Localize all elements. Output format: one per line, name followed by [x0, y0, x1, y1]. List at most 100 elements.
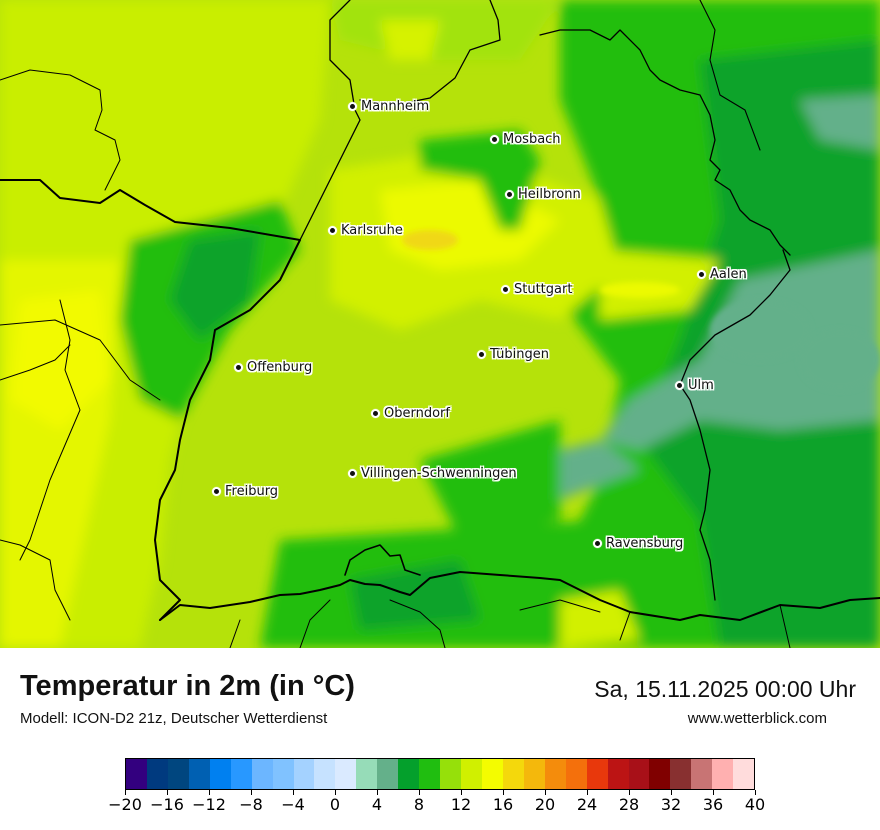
tick-label: 8 [413, 795, 425, 814]
city-dot-icon [328, 226, 337, 235]
tick-label: 36 [702, 795, 724, 814]
colorbar-segment [586, 759, 608, 789]
temperature-field [0, 0, 880, 648]
city-dot-icon [348, 102, 357, 111]
tick-label: −8 [239, 795, 263, 814]
colorbar-segment [230, 759, 252, 789]
tick-label: −4 [281, 795, 305, 814]
tick-mark [755, 790, 756, 795]
colorbar-segment [670, 759, 692, 789]
colorbar-segment [377, 759, 399, 789]
city-marker: Stuttgart [501, 282, 572, 297]
colorbar-segment [691, 759, 713, 789]
city-dot-icon [501, 285, 510, 294]
colorbar-segment [188, 759, 210, 789]
temperature-map: Mannheim Mosbach Heilbronn Karlsruhe Aalen St… [0, 0, 880, 648]
colorbar-segment [565, 759, 587, 789]
tick-mark [377, 790, 378, 795]
tick-mark [587, 790, 588, 795]
tick-label: 16 [492, 795, 514, 814]
city-marker: Ravensburg [593, 536, 683, 551]
city-dot-icon [371, 409, 380, 418]
city-label: Stuttgart [514, 282, 573, 297]
forecast-datetime: Sa, 15.11.2025 00:00 Uhr [594, 676, 856, 702]
city-marker: Villingen-Schwenningen [348, 466, 517, 481]
city-marker: Tübingen [477, 347, 549, 362]
city-dot-icon [477, 350, 486, 359]
city-label: Ulm [688, 378, 714, 393]
city-label: Oberndorf [384, 406, 450, 421]
colorbar-segment [272, 759, 294, 789]
city-marker: Karlsruhe [328, 223, 403, 238]
city-dot-icon [490, 135, 499, 144]
tick-mark [629, 790, 630, 795]
city-label: Mosbach [503, 132, 561, 147]
colorbar-segment [167, 759, 189, 789]
city-dot-icon [505, 190, 514, 199]
city-marker: Freiburg [212, 484, 278, 499]
colorbar-segment [398, 759, 420, 789]
tick-mark [503, 790, 504, 795]
colorbar-segment [649, 759, 671, 789]
colorbar-segment [502, 759, 524, 789]
colorbar-segment [544, 759, 566, 789]
city-label: Villingen-Schwenningen [361, 466, 517, 481]
tick-mark [251, 790, 252, 795]
tick-label: 0 [329, 795, 341, 814]
colorbar-segment [356, 759, 378, 789]
tick-mark [671, 790, 672, 795]
city-label: Ravensburg [606, 536, 684, 551]
colorbar-segment [335, 759, 357, 789]
tick-label: 4 [371, 795, 383, 814]
tick-mark [209, 790, 210, 795]
colorbar-segment [628, 759, 650, 789]
city-dot-icon [234, 363, 243, 372]
city-label: Freiburg [225, 484, 279, 499]
tick-label: 28 [618, 795, 640, 814]
tick-label: 12 [450, 795, 472, 814]
map-title: Temperatur in 2m (in °C) [20, 670, 355, 702]
city-marker: Aalen [697, 267, 747, 282]
colorbar-segment [209, 759, 231, 789]
colorbar-segment [733, 759, 755, 789]
colorbar-segment [126, 759, 147, 789]
tick-label: −20 [108, 795, 142, 814]
city-label: Aalen [710, 267, 747, 282]
tick-mark [167, 790, 168, 795]
colorbar-segment [481, 759, 503, 789]
city-marker: Offenburg [234, 360, 312, 375]
city-dot-icon [348, 469, 357, 478]
colorbar-segment [461, 759, 482, 789]
colorbar-segment [712, 759, 734, 789]
colorbar-segment [607, 759, 629, 789]
tick-label: 32 [660, 795, 682, 814]
tick-label: 24 [576, 795, 598, 814]
tick-label: −16 [150, 795, 184, 814]
tick-label: −12 [192, 795, 226, 814]
tick-label: 20 [534, 795, 556, 814]
city-label: Mannheim [361, 99, 430, 114]
tick-mark [125, 790, 126, 795]
tick-mark [713, 790, 714, 795]
tick-mark [545, 790, 546, 795]
colorbar-segment [523, 759, 545, 789]
city-marker: Heilbronn [505, 187, 581, 202]
tick-mark [293, 790, 294, 795]
colorbar-segment [251, 759, 273, 789]
tick-label: 40 [744, 795, 766, 814]
city-marker: Oberndorf [371, 406, 450, 421]
border-lines [0, 0, 880, 648]
colorbar-segment [314, 759, 336, 789]
city-dot-icon [675, 381, 684, 390]
model-info: Modell: ICON-D2 21z, Deutscher Wetterdie… [20, 710, 328, 727]
city-marker: Mosbach [490, 132, 561, 147]
website-link[interactable]: www.wetterblick.com [687, 710, 827, 727]
colorbar [125, 758, 755, 790]
city-dot-icon [697, 270, 706, 279]
city-label: Tübingen [490, 347, 549, 362]
city-dot-icon [212, 487, 221, 496]
colorbar-segment [419, 759, 441, 789]
colorbar-segment [293, 759, 315, 789]
city-marker: Ulm [675, 378, 714, 393]
tick-mark [335, 790, 336, 795]
